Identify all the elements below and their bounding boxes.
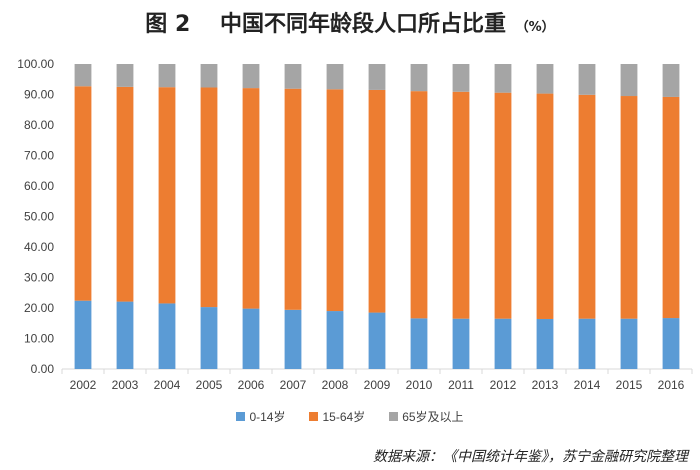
bar-segment-0-14 <box>158 303 176 369</box>
bar-segment-15-64 <box>158 87 176 304</box>
source-note: 数据来源：《中国统计年鉴》，苏宁金融研究院整理 <box>373 449 688 465</box>
x-tick-label: 2007 <box>280 378 307 392</box>
y-tick-label: 0.00 <box>31 362 55 376</box>
x-tick-label: 2005 <box>196 378 223 392</box>
bar-segment-0-14 <box>200 307 218 369</box>
bar-segment-15-64 <box>662 96 680 319</box>
bar-segment-15-64 <box>284 88 302 310</box>
x-tick-label: 2016 <box>658 378 685 392</box>
bar-segment-15-64 <box>410 91 428 319</box>
bar-segment-65-plus <box>662 64 680 97</box>
bar-segment-65-plus <box>368 64 386 90</box>
legend: 0-14岁 15-64岁 65岁及以上 <box>0 408 700 425</box>
bar-segment-15-64 <box>494 92 512 319</box>
bar-segment-65-plus <box>536 64 554 94</box>
bar-segment-65-plus <box>284 64 302 89</box>
x-tick-label: 2014 <box>574 378 601 392</box>
y-tick-label: 50.00 <box>24 210 54 224</box>
bar-segment-65-plus <box>452 64 470 92</box>
y-tick-label: 90.00 <box>24 88 54 102</box>
bar-segment-0-14 <box>452 318 470 369</box>
y-tick-label: 70.00 <box>24 149 54 163</box>
legend-label: 65岁及以上 <box>402 410 464 424</box>
title-prefix: 图 <box>145 12 168 37</box>
y-tick-label: 80.00 <box>24 118 54 132</box>
bar-segment-0-14 <box>410 318 428 369</box>
legend-item-65-plus: 65岁及以上 <box>389 408 464 425</box>
bar-segment-0-14 <box>578 318 596 369</box>
x-tick-label: 2012 <box>490 378 517 392</box>
bar-segment-15-64 <box>200 87 218 308</box>
bar-segment-0-14 <box>74 300 92 369</box>
title-text: 中国不同年龄段人口所占比重 <box>219 12 506 37</box>
x-tick-label: 2015 <box>616 378 643 392</box>
x-tick-label: 2011 <box>448 378 474 392</box>
bar-segment-65-plus <box>200 64 218 88</box>
legend-label: 15-64岁 <box>322 410 366 424</box>
x-tick-label: 2009 <box>364 378 391 392</box>
y-tick-label: 30.00 <box>24 271 54 285</box>
bar-segment-65-plus <box>494 64 512 93</box>
bar-segment-0-14 <box>620 318 638 369</box>
bar-segment-15-64 <box>74 86 92 301</box>
y-tick-label: 100.00 <box>17 57 54 71</box>
bar-segment-65-plus <box>620 64 638 97</box>
bar-segment-0-14 <box>242 308 260 369</box>
bar-segment-15-64 <box>368 89 386 313</box>
x-tick-label: 2013 <box>532 378 559 392</box>
x-tick-label: 2003 <box>112 378 139 392</box>
bar-segment-15-64 <box>116 86 134 302</box>
legend-item-0-14: 0-14岁 <box>236 408 285 425</box>
y-tick-label: 60.00 <box>24 179 54 193</box>
bar-segment-0-14 <box>326 311 344 369</box>
bar-segment-65-plus <box>158 64 176 88</box>
legend-item-15-64: 15-64岁 <box>309 408 365 425</box>
x-tick-label: 2010 <box>406 378 433 392</box>
y-tick-label: 10.00 <box>24 332 54 346</box>
bar-segment-15-64 <box>326 89 344 312</box>
x-tick-label: 2004 <box>154 378 181 392</box>
bar-segment-65-plus <box>326 64 344 90</box>
bar-segment-0-14 <box>662 318 680 369</box>
title-number: 2 <box>174 12 191 37</box>
legend-swatch <box>389 412 399 421</box>
bar-segment-0-14 <box>536 318 554 369</box>
legend-swatch <box>309 412 319 421</box>
bar-segment-15-64 <box>620 96 638 319</box>
legend-label: 0-14岁 <box>249 410 286 424</box>
bar-segment-15-64 <box>536 93 554 319</box>
bar-segment-0-14 <box>116 301 134 369</box>
bar-segment-65-plus <box>116 64 134 87</box>
bar-segment-65-plus <box>242 64 260 89</box>
x-tick-label: 2008 <box>322 378 349 392</box>
x-tick-label: 2006 <box>238 378 265 392</box>
chart-title: 图 2 中国不同年龄段人口所占比重 （%） <box>0 6 700 38</box>
y-tick-label: 40.00 <box>24 240 54 254</box>
bar-segment-15-64 <box>242 88 260 309</box>
title-unit: （%） <box>515 20 555 35</box>
bar-segment-15-64 <box>452 91 470 319</box>
bar-segment-0-14 <box>368 312 386 369</box>
bar-segment-0-14 <box>494 318 512 369</box>
bar-segment-65-plus <box>410 64 428 92</box>
bar-segment-65-plus <box>74 64 92 87</box>
bar-segment-0-14 <box>284 309 302 369</box>
bar-segment-15-64 <box>578 94 596 319</box>
bar-segment-65-plus <box>578 64 596 95</box>
x-tick-label: 2002 <box>70 378 97 392</box>
y-tick-label: 20.00 <box>24 301 54 315</box>
legend-swatch <box>236 412 246 421</box>
